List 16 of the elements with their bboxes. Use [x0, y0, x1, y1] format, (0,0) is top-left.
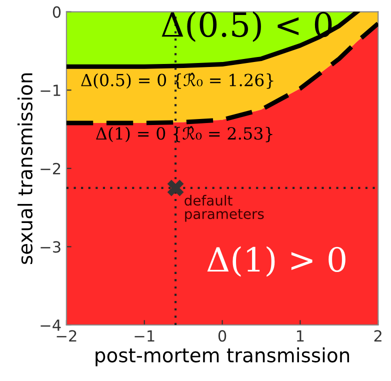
x-tick-label: −2 — [56, 330, 76, 342]
annotation: default parameters — [184, 194, 264, 222]
x-tick-label: 1 — [297, 330, 304, 342]
annotation: Δ(1) = 0 {ℛ̂₀ = 2.53} — [96, 126, 272, 142]
x-tick-label: 2 — [374, 330, 382, 342]
y-tick-label: −3 — [40, 241, 60, 253]
x-tick-label: −1 — [134, 330, 154, 342]
annotation: Δ(0.5) = 0 {ℛ̂₀ = 1.26} — [81, 72, 274, 89]
annotation: Δ(1) > 0 — [207, 246, 346, 277]
y-tick-label: −4 — [40, 320, 61, 331]
x-axis-title: post-mortem transmission — [96, 347, 350, 366]
y-tick-label: −1 — [40, 84, 60, 96]
y-tick-label: −2 — [40, 162, 60, 174]
x-tick-label: 0 — [218, 330, 226, 342]
y-tick-label: 0 — [52, 6, 61, 18]
y-axis-title: sexual transmission — [17, 73, 33, 264]
